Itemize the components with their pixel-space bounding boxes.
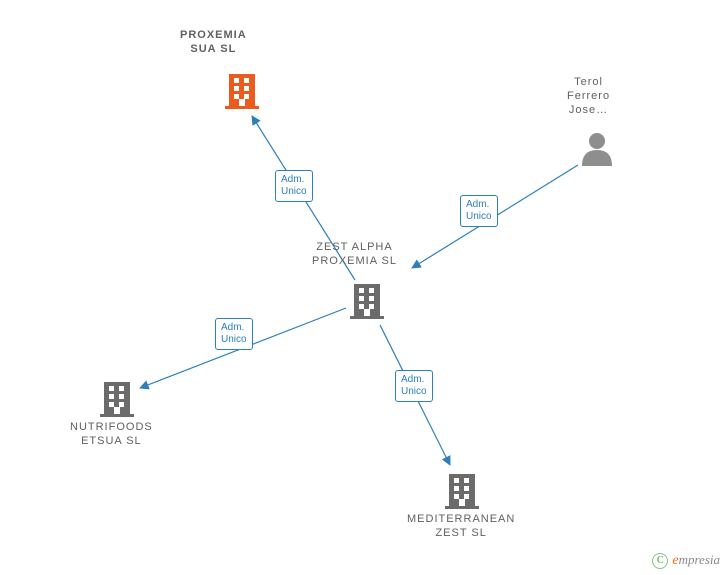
building-icon xyxy=(225,70,261,115)
node-label: Terol Ferrero Jose… xyxy=(567,75,610,117)
edge-label: Adm. Unico xyxy=(460,195,498,227)
watermark: Cempresia xyxy=(652,552,720,569)
node-label: PROXEMIA SUA SL xyxy=(180,28,247,56)
node-label: MEDITERRANEAN ZEST SL xyxy=(407,512,515,540)
building-icon xyxy=(445,470,481,515)
person-icon xyxy=(580,130,616,175)
edge-label: Adm. Unico xyxy=(275,170,313,202)
building-icon xyxy=(350,280,386,325)
edge-label: Adm. Unico xyxy=(215,318,253,350)
node-label: ZEST ALPHA PROXEMIA SL xyxy=(312,240,397,268)
watermark-brand-rest: mpresia xyxy=(679,552,720,567)
node-label: NUTRIFOODS ETSUA SL xyxy=(70,420,153,448)
edge-label: Adm. Unico xyxy=(395,370,433,402)
copyright-symbol: C xyxy=(652,553,668,569)
building-icon xyxy=(100,378,136,423)
